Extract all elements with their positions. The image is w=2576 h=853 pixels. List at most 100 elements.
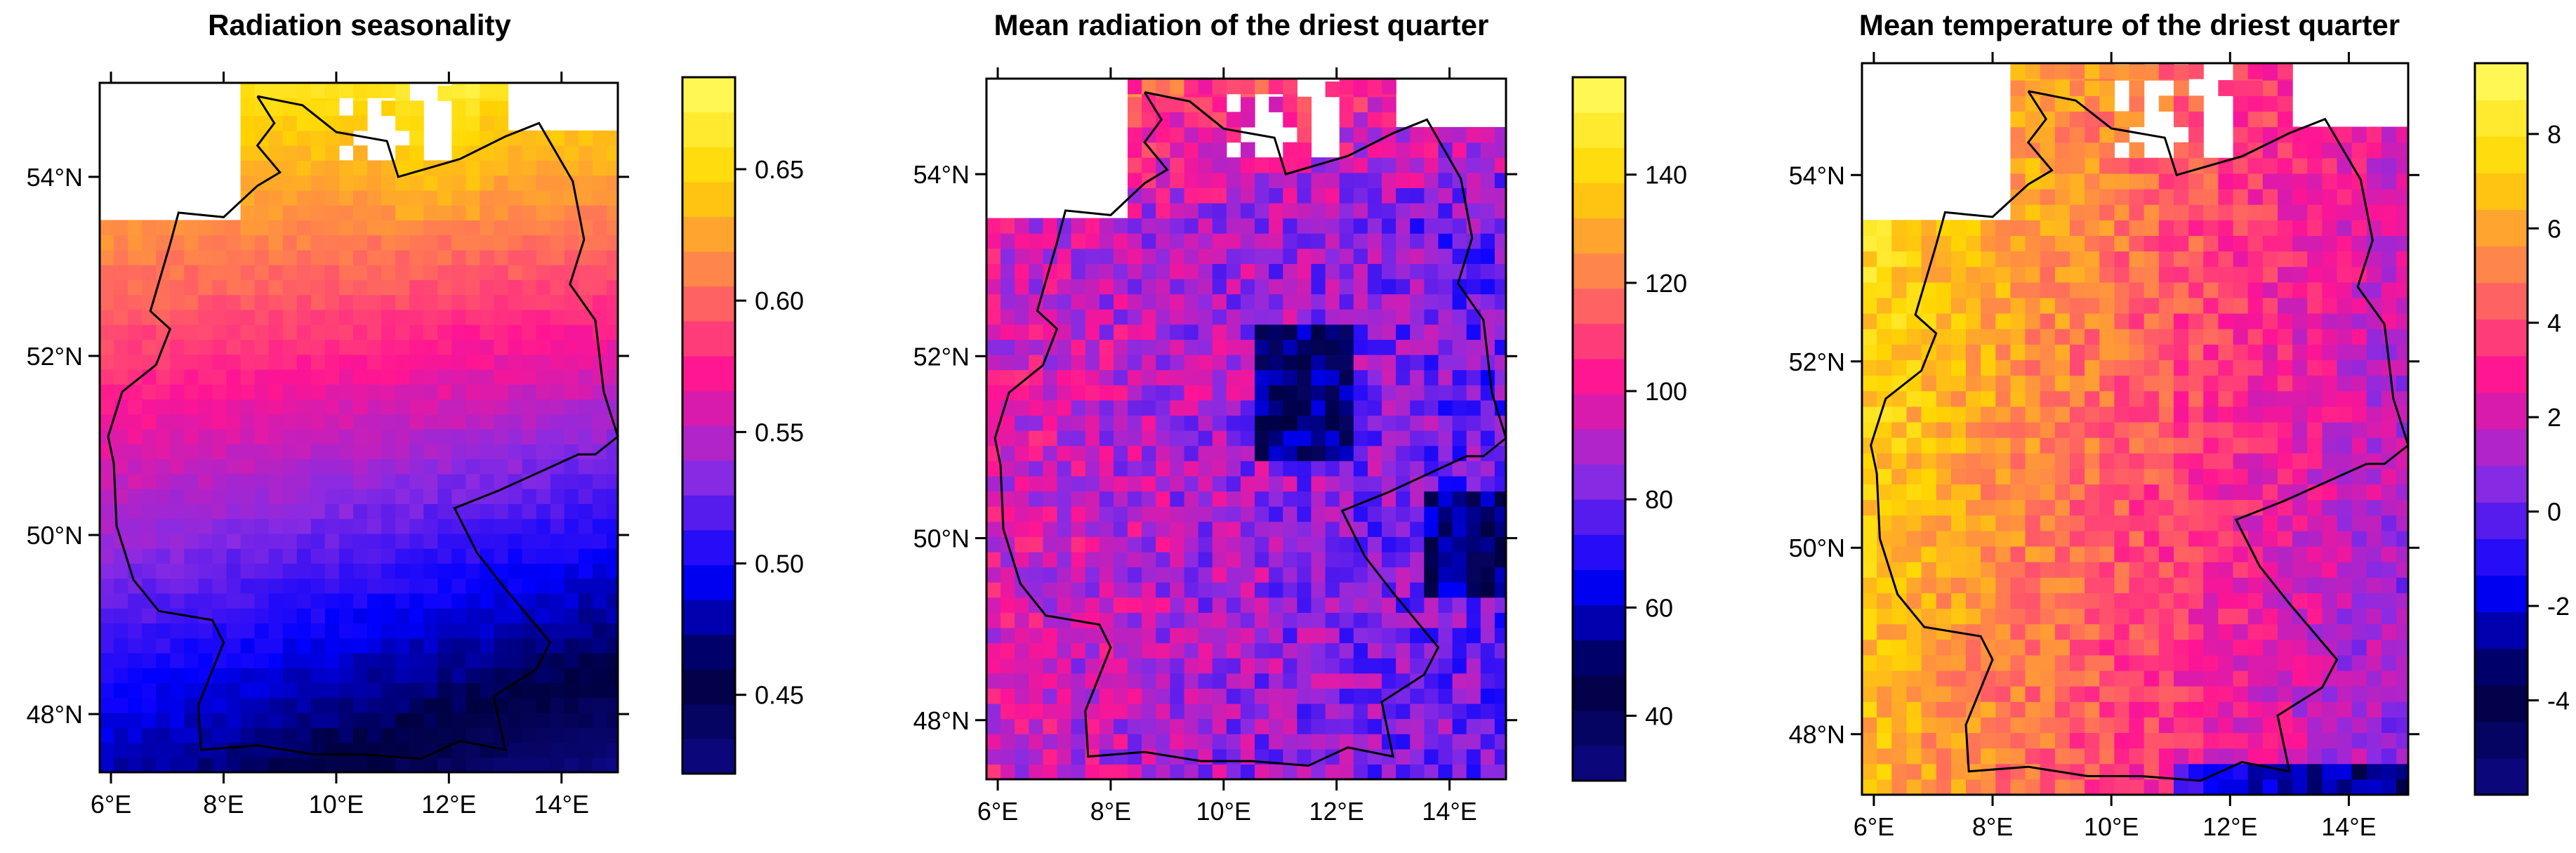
raster-cell [494,593,509,609]
raster-cell [592,727,607,743]
raster-cell [1410,187,1425,204]
raster-cell [423,249,438,265]
raster-cell [1000,339,1015,355]
x-tick: 12°E [1309,67,1364,826]
raster-cell [2040,515,2056,531]
raster-cell [2366,468,2382,485]
raster-cell [1466,703,1481,720]
raster-cell [592,682,607,699]
raster-cell [437,444,452,460]
raster-cell [2173,375,2189,392]
raster-cell [2129,608,2145,625]
raster-cell [2366,670,2382,687]
raster-cell [2322,545,2338,562]
raster-cell [1297,506,1312,522]
raster-cell [212,309,227,325]
raster-cell [282,637,298,654]
raster-cell [142,757,157,772]
raster-cell [2381,173,2397,190]
raster-cell [606,234,618,251]
raster-cell [282,234,298,251]
raster-cell [1283,475,1297,492]
raster-cell [1170,536,1185,553]
raster-cell [212,712,227,728]
raster-cell [2114,468,2130,485]
raster-cell [1156,764,1171,779]
colorbar-band [682,600,735,635]
raster-cell [2307,142,2323,159]
raster-cell [1283,718,1297,734]
raster-cell [578,697,593,713]
raster-cell [226,339,242,355]
raster-cell [296,652,312,668]
raster-cell [352,190,368,206]
x-tick: 6°E [91,72,131,819]
raster-cell [2010,468,2026,485]
raster-cell [508,414,523,430]
raster-cell [1156,385,1171,401]
raster-cell [1043,279,1058,295]
raster-cell [1071,248,1086,264]
raster-cell [2351,530,2367,547]
raster-cell [2144,406,2160,423]
raster-cell [409,503,424,520]
raster-cell [1255,703,1269,720]
raster-cell [198,309,213,325]
raster-cell [1255,567,1269,583]
raster-cell [564,324,579,340]
raster-cell [2173,297,2189,314]
raster-cell [465,518,481,534]
raster-cell [226,682,242,699]
raster-cell [1029,764,1044,779]
raster-cell [352,175,368,191]
raster-cell [2322,390,2338,407]
raster-cell [1877,329,1892,345]
raster-cell [2040,344,2056,361]
raster-cell [338,309,354,325]
raster-cell [2173,717,2189,734]
raster-cell [437,414,452,430]
raster-cell [1099,748,1114,765]
raster-cell [170,369,185,385]
raster-cell [2247,453,2264,469]
raster-cell [592,593,607,609]
raster-cell [986,279,1001,295]
raster-cell [1057,339,1072,355]
raster-cell [324,503,340,520]
raster-cell [1325,582,1340,598]
raster-cell [1212,263,1227,279]
raster-cell [1029,248,1044,264]
raster-cell [2322,251,2338,267]
raster-cell [1156,551,1171,568]
raster-cell [282,294,298,310]
raster-cell [268,324,284,340]
raster-cell [2188,468,2204,485]
raster-cell [1142,112,1156,128]
raster-cell [142,637,157,654]
raster-cell [2040,375,2056,392]
raster-cell [240,190,256,206]
raster-cell [282,489,298,504]
raster-cell [1212,355,1227,371]
raster-cell [296,489,312,504]
raster-cell [367,190,382,206]
raster-cell [1466,248,1481,264]
raster-cell [1981,344,1996,361]
raster-cell [1936,421,1952,438]
raster-cell [1142,142,1156,158]
raster-cell [1142,506,1156,522]
raster-cell [226,458,242,475]
raster-cell [2188,111,2204,128]
raster-cell [212,533,227,549]
raster-cell [2158,515,2174,531]
raster-cell [240,145,256,161]
raster-cell [2054,313,2070,329]
raster-cell [2203,748,2219,765]
raster-cell [592,399,607,415]
raster-cell [381,190,396,206]
raster-cell [451,249,467,265]
raster-cell [1367,491,1382,507]
raster-cell [1142,491,1156,507]
raster-cell [1043,293,1058,310]
raster-cell [564,294,579,310]
